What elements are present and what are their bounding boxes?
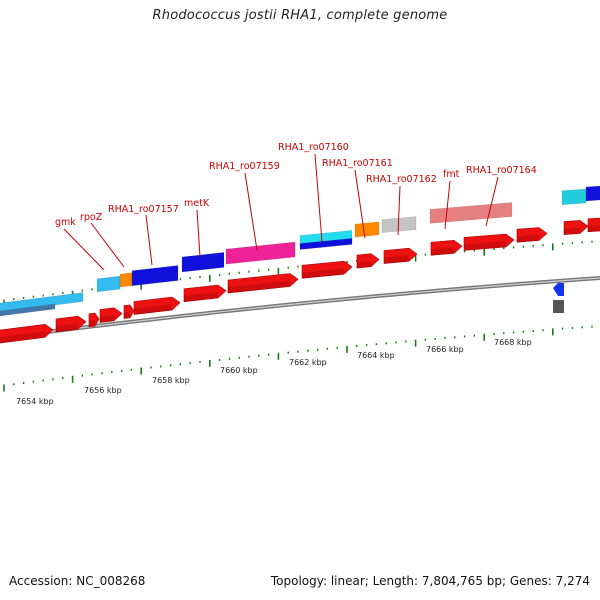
cds-arrow-7	[227, 273, 299, 294]
gene-block-rpoz	[119, 272, 133, 288]
cds-arrow-13	[516, 227, 548, 243]
scale-label-7658: 7658 kbp	[152, 376, 190, 385]
cds-arrow-5	[133, 296, 181, 315]
scale-label-7666: 7666 kbp	[426, 345, 464, 354]
backbone-line	[0, 276, 600, 340]
gene-label-rpoz[interactable]: rpoZ	[80, 212, 103, 223]
cds-arrow-shade-9	[357, 260, 371, 268]
cds-arrow-shade-2	[89, 320, 95, 327]
gene-block-steel-left	[0, 303, 56, 317]
gene-block-blue-right	[585, 185, 600, 202]
lower-tick-track	[3, 325, 593, 392]
scale-label-7660: 7660 kbp	[220, 366, 258, 375]
backbone-highlight	[0, 277, 600, 339]
leader-line-3	[196, 209, 201, 258]
leader-line-8	[444, 180, 451, 230]
cds-arrow-shade-11	[431, 247, 454, 256]
gene-label-ro07161[interactable]: RHA1_ro07161	[322, 158, 393, 169]
label-leader-lines	[63, 153, 499, 271]
leader-line-4	[244, 172, 258, 251]
cds-arrow-15	[587, 217, 600, 233]
cds-arrow-shade-15	[588, 225, 600, 232]
cds-arrow-2	[88, 312, 100, 328]
leader-line-6	[354, 169, 366, 239]
gene-label-ro07162[interactable]: RHA1_ro07162	[366, 174, 437, 185]
cds-arrow-shade-10	[384, 255, 409, 264]
leader-line-2	[145, 214, 153, 266]
cds-arrow-0	[0, 323, 54, 344]
genome-title: Rhodococcus jostii RHA1, complete genome	[152, 8, 448, 23]
cds-arrow-shade-5	[134, 304, 172, 315]
cds-arrow-shade-14	[564, 227, 580, 235]
gene-block-cyan-left	[0, 292, 84, 313]
cds-arrow-shade-7	[228, 280, 290, 293]
genome-summary-text: Topology: linear; Length: 7,804,765 bp; …	[270, 574, 590, 588]
gene-block-ro07162	[381, 216, 417, 233]
leader-line-1	[90, 222, 125, 268]
gene-block-gmk	[96, 275, 121, 293]
cds-arrow-shade-0	[0, 331, 45, 344]
cds-arrow-11	[430, 239, 463, 256]
cds-arrow-shade-8	[302, 268, 344, 279]
cds-arrow-1	[55, 315, 87, 333]
cds-arrow-shade-3	[100, 315, 114, 323]
reverse-gene-gray	[553, 300, 564, 313]
upper-tick-track	[3, 240, 593, 307]
cds-arrow-12	[463, 233, 515, 251]
accession-text: Accession: NC_008268	[9, 574, 146, 588]
cds-arrow-shade-4	[124, 312, 130, 319]
cds-arrow-9	[356, 253, 380, 269]
gene-block-cyan-right	[561, 188, 587, 206]
gene-label-ro07160[interactable]: RHA1_ro07160	[278, 142, 349, 153]
cds-arrow-shade-12	[464, 241, 506, 251]
scale-label-7668: 7668 kbp	[494, 338, 532, 347]
cds-arrow-10	[383, 247, 418, 264]
leader-line-7	[397, 185, 401, 236]
leader-line-0	[63, 228, 105, 271]
gene-label-ro07157[interactable]: RHA1_ro07157	[108, 204, 179, 215]
gene-block-ro07159	[225, 241, 296, 265]
gene-label-metk[interactable]: metK	[184, 198, 210, 209]
scale-label-7662: 7662 kbp	[289, 358, 327, 367]
gene-label-fmt[interactable]: fmt	[443, 169, 460, 180]
cds-arrow-shade-13	[517, 234, 539, 243]
reverse-gene-blue	[553, 283, 564, 296]
scale-label-7654: 7654 kbp	[16, 397, 54, 406]
scale-label-7664: 7664 kbp	[357, 351, 395, 360]
gene-label-ro07159[interactable]: RHA1_ro07159	[209, 161, 280, 172]
scale-label-7656: 7656 kbp	[84, 386, 122, 395]
cds-arrow-3	[99, 307, 123, 323]
cds-arrow-8	[301, 260, 353, 279]
cds-arrow-4	[123, 304, 135, 319]
feature-track	[0, 185, 600, 344]
gene-label-ro07164[interactable]: RHA1_ro07164	[466, 165, 537, 176]
cds-arrow-shade-1	[56, 323, 78, 332]
gene-label-gmk[interactable]: gmk	[55, 217, 76, 228]
cds-arrow-14	[563, 220, 589, 235]
leader-line-5	[314, 153, 323, 243]
cds-arrow-6	[183, 284, 227, 303]
gene-block-ro07160-lower	[299, 238, 353, 250]
gene-block-ro07161	[354, 221, 380, 238]
gene-block-ro07157	[131, 265, 179, 287]
cds-arrow-shade-6	[184, 292, 218, 302]
gene-block-metk	[181, 252, 225, 273]
gene-block-fmt	[429, 202, 513, 224]
leader-line-9	[485, 176, 499, 227]
